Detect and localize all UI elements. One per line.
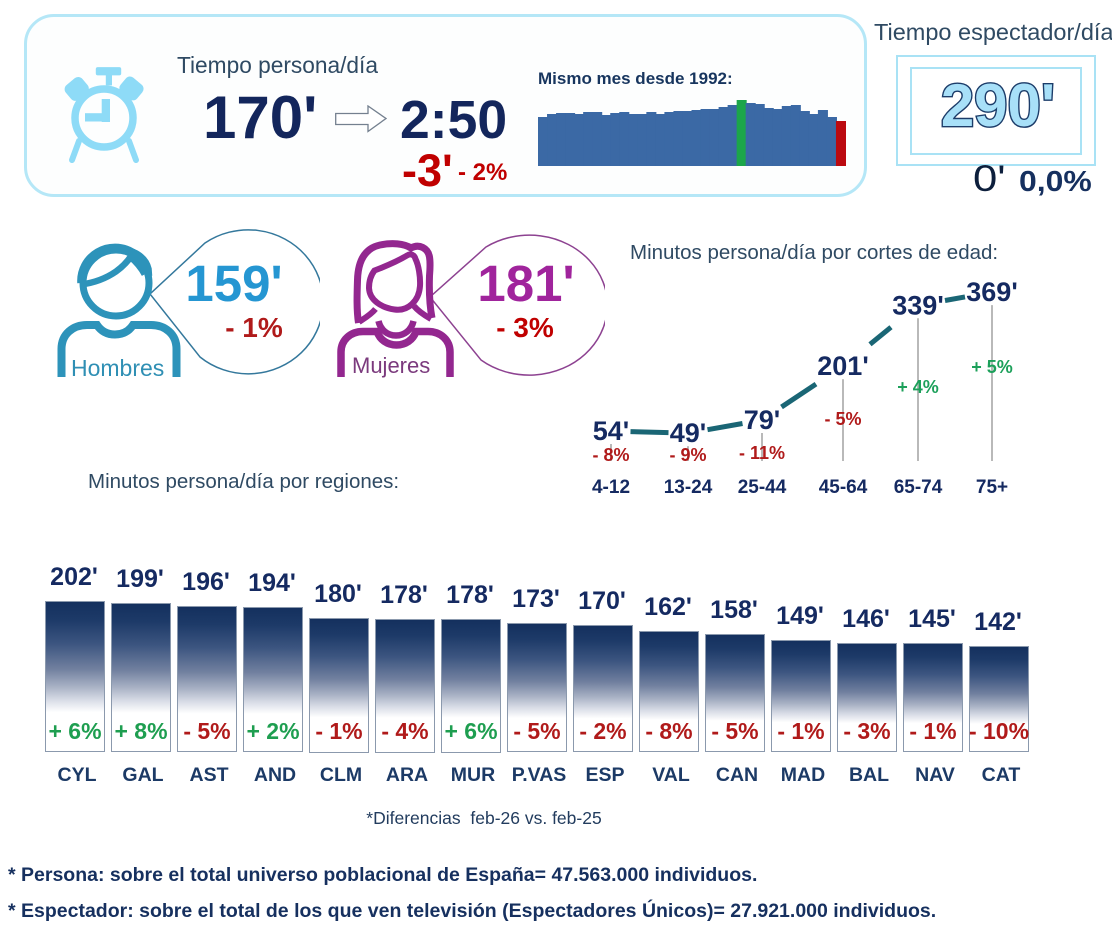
svg-text:- 9%: - 9% (669, 445, 706, 465)
svg-text:339': 339' (892, 290, 943, 320)
svg-text:13-24: 13-24 (664, 477, 713, 498)
svg-text:65-74: 65-74 (894, 477, 943, 498)
svg-text:25-44: 25-44 (738, 477, 787, 498)
svg-text:+ 4%: + 4% (897, 377, 939, 397)
svg-text:369': 369' (966, 277, 1017, 307)
svg-text:79': 79' (744, 405, 780, 435)
svg-text:4-12: 4-12 (592, 477, 630, 498)
svg-text:45-64: 45-64 (819, 477, 868, 498)
svg-text:54': 54' (593, 416, 629, 446)
svg-text:49': 49' (670, 418, 706, 448)
svg-text:- 8%: - 8% (592, 445, 629, 465)
svg-text:290': 290' (941, 72, 1055, 139)
svg-text:- 5%: - 5% (824, 409, 861, 429)
svg-text:+ 5%: + 5% (971, 357, 1013, 377)
svg-text:75+: 75+ (976, 477, 1008, 498)
svg-text:- 11%: - 11% (739, 443, 785, 463)
svg-text:201': 201' (817, 351, 868, 381)
